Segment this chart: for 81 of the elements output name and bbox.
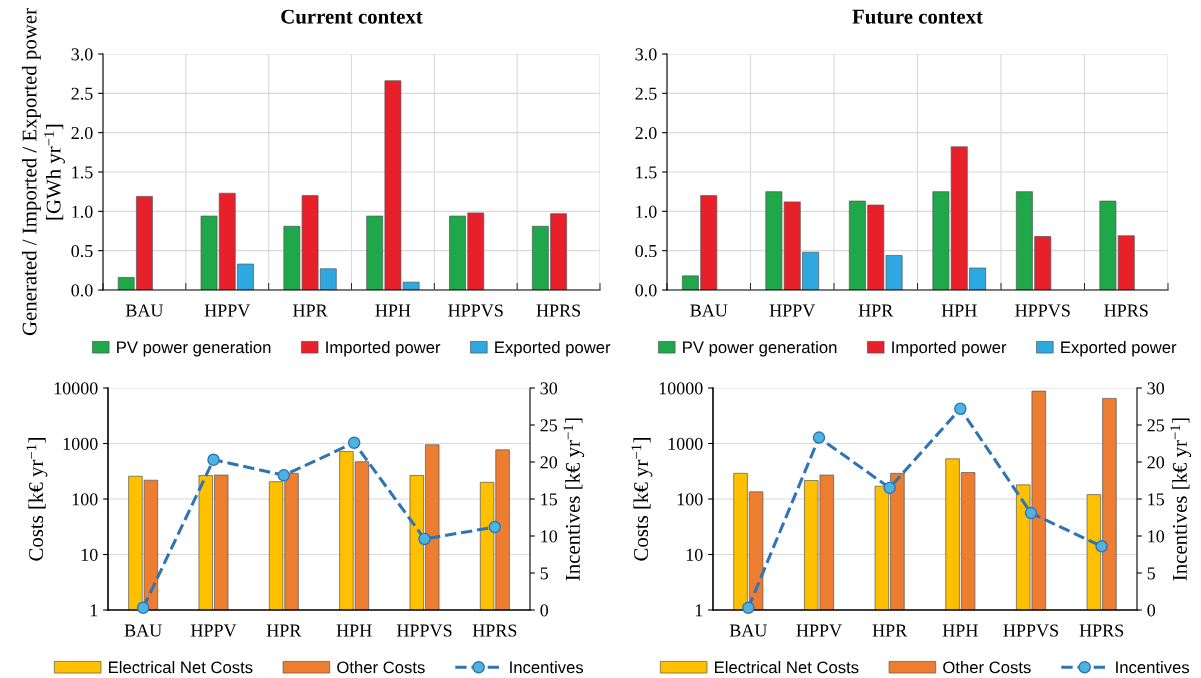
y-tick-label: 0.5	[635, 244, 657, 258]
x-tick-label: BAU	[124, 624, 162, 637]
x-tick-label: HPPVS	[1015, 304, 1070, 317]
x-tick-label: HPRS	[1104, 304, 1148, 317]
legend-label: Exported power	[1061, 341, 1177, 357]
y-tick-label: 100	[677, 493, 703, 506]
x-tick-label: HPPV	[204, 304, 251, 317]
y-tick-label: 100	[72, 493, 98, 506]
y2-tick-label: 15	[1148, 493, 1165, 506]
y2-tick-label: 5	[540, 567, 549, 580]
legend-label: Other Costs	[337, 661, 425, 674]
legend-label: Electrical Net Costs	[715, 661, 859, 674]
legend-label: Incentives	[510, 661, 584, 674]
y2-axis-title: Incentives [k€ yr$^{−1}$]	[1170, 418, 1192, 581]
y-tick-label: 3.0	[635, 48, 657, 61]
y-tick-label: 2.0	[71, 126, 93, 140]
y-tick-label: 1.5	[72, 166, 93, 179]
x-tick-label: BAU	[125, 304, 164, 317]
y2-tick-label: 10	[1148, 530, 1165, 543]
y-tick-label: 0.5	[71, 244, 93, 258]
legend-label: Exported power	[495, 341, 611, 357]
y-tick-label: 2.5	[71, 87, 93, 100]
y-tick-label: 10000	[54, 382, 98, 395]
y2-tick-label: 25	[540, 419, 558, 432]
y2-tick-label: 15	[541, 493, 558, 506]
y-axis-title: Generated / Imported / Exported power [GWh yr$^{−1}$]	[21, 8, 65, 336]
x-tick-label: HPR	[293, 304, 328, 317]
y-tick-label: 1000	[63, 437, 98, 450]
y2-tick-label: 25	[1147, 419, 1165, 432]
y-tick-label: 10000	[659, 382, 703, 395]
y2-tick-label: 30	[540, 382, 558, 395]
y-tick-label: 1.0	[636, 205, 657, 218]
y-tick-label: 10	[81, 548, 98, 561]
y-axis-title: Costs [k€ yr$^{−1}$]	[631, 438, 653, 561]
y-axis-title: Costs [k€ yr$^{−1}$]	[26, 438, 48, 561]
y-tick-label: 2.0	[635, 126, 657, 140]
y-tick-label: 2.5	[635, 87, 657, 100]
legend-label: PV power generation	[683, 341, 837, 357]
x-tick-label: HPH	[942, 624, 978, 637]
x-tick-label: HPPVS	[1003, 624, 1058, 637]
x-tick-label: HPR	[858, 304, 894, 317]
y2-tick-label: 5	[1147, 567, 1156, 580]
legend-label: Imported power	[892, 341, 1007, 357]
x-tick-label: HPH	[941, 304, 977, 317]
x-tick-label: HPH	[375, 304, 411, 317]
legend-label: Other Costs	[943, 661, 1031, 674]
legend-label: Imported power	[326, 341, 441, 357]
x-tick-label: HPR	[266, 624, 302, 637]
x-tick-label: HPRS	[536, 304, 581, 317]
legend-label: Electrical Net Costs	[109, 661, 253, 674]
x-tick-label: HPRS	[1079, 624, 1124, 637]
y-tick-label: 1	[90, 604, 98, 617]
legend-label: PV power generation	[117, 341, 271, 357]
x-tick-label: HPPV	[190, 624, 237, 637]
x-tick-label: HPPVS	[396, 624, 452, 637]
x-tick-label: BAU	[729, 624, 768, 637]
y-tick-label: 3.0	[71, 48, 93, 61]
x-tick-label: HPH	[336, 624, 372, 637]
y-tick-label: 1.5	[636, 166, 657, 179]
x-tick-label: HPPV	[796, 624, 842, 637]
legend-label: Incentives	[1116, 661, 1190, 674]
y2-axis-title: Incentives [k€ yr$^{−1}$]	[563, 418, 585, 581]
x-tick-label: BAU	[690, 304, 728, 317]
x-tick-label: HPPVS	[448, 304, 503, 317]
chart-title: Future context	[852, 9, 983, 24]
x-tick-label: HPR	[872, 624, 908, 637]
y-tick-label: 10	[686, 548, 703, 561]
y2-tick-label: 10	[541, 530, 558, 543]
y-tick-label: 1	[695, 604, 703, 617]
y-tick-label: 1000	[668, 437, 703, 450]
y2-tick-label: 20	[540, 456, 558, 469]
y-tick-label: 1.0	[72, 205, 93, 218]
y2-tick-label: 30	[1147, 382, 1165, 395]
y-tick-label: 0.0	[71, 284, 93, 297]
y2-tick-label: 0	[540, 604, 549, 617]
y2-tick-label: 0	[1147, 604, 1156, 617]
chart-title: Current context	[281, 9, 423, 24]
y-tick-label: 0.0	[635, 284, 657, 297]
x-tick-label: HPRS	[472, 624, 517, 637]
x-tick-label: HPPV	[769, 304, 816, 317]
y2-tick-label: 20	[1147, 456, 1165, 469]
